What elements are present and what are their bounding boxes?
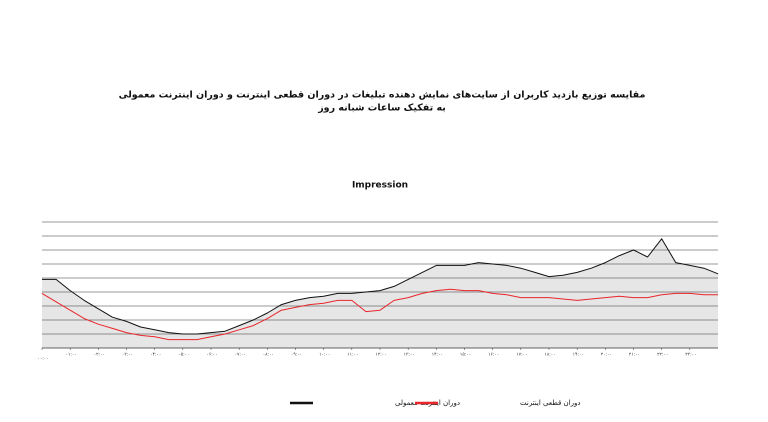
x-tick-label: ۱۶:۰۰ (488, 353, 499, 358)
x-tick-label: ۱۳:۰۰ (404, 352, 415, 358)
chart-title: Impression (352, 181, 408, 191)
x-tick-label: ۱۲:۰۰ (375, 353, 386, 358)
x-tick-label: ۲۱:۰۰ (629, 353, 640, 358)
x-tick-label: ۱۸:۰۰ (544, 353, 555, 358)
area (42, 238, 718, 348)
x-tick-label: ۱۱:۰۰ (347, 353, 358, 358)
x-tick-label: ۱۹:۰۰ (573, 353, 584, 358)
x-tick-label: ۰۴:۰۰ (150, 353, 161, 358)
x-tick-label: ۲۰:۰۰ (601, 353, 612, 358)
x-tick-label: ۰۷:۰۰ (235, 353, 246, 358)
x-tick-label: ۰۳:۰۰ (122, 352, 133, 358)
x-tick-label: ۱۵:۰۰ (460, 353, 471, 358)
series-line (42, 238, 719, 335)
x-tick-label: ۰۱:۰۰ (66, 353, 77, 358)
page-title: مقایسه توزیع بازدید کاربران از سایت‌های … (119, 90, 646, 101)
x-tick-label: ۰۹:۰۰ (291, 353, 302, 358)
x-tick-label: ۲۲:۰۰ (657, 353, 668, 358)
x-tick-label: ۰۶:۰۰ (206, 353, 217, 358)
legend-label: دوران قطعی اینترنت (520, 399, 581, 407)
page-subtitle: به تفکیک ساعات شبانه روز (317, 103, 446, 114)
x-tick-label: ۰۰:۰۰ (37, 357, 48, 362)
x-tick-label: ۱۷:۰۰ (516, 353, 527, 358)
x-tick-label: ۰۲:۰۰ (94, 353, 105, 358)
series-line (41, 288, 718, 341)
x-tick-label: ۰۸:۰۰ (263, 353, 274, 358)
x-tick-label: ۱۰:۰۰ (319, 353, 330, 358)
x-tick-label: ۲۳:۰۰ (685, 352, 696, 358)
x-tick-label: ۱۴:۰۰ (432, 353, 443, 358)
x-tick-label: ۰۵:۰۰ (178, 353, 189, 358)
